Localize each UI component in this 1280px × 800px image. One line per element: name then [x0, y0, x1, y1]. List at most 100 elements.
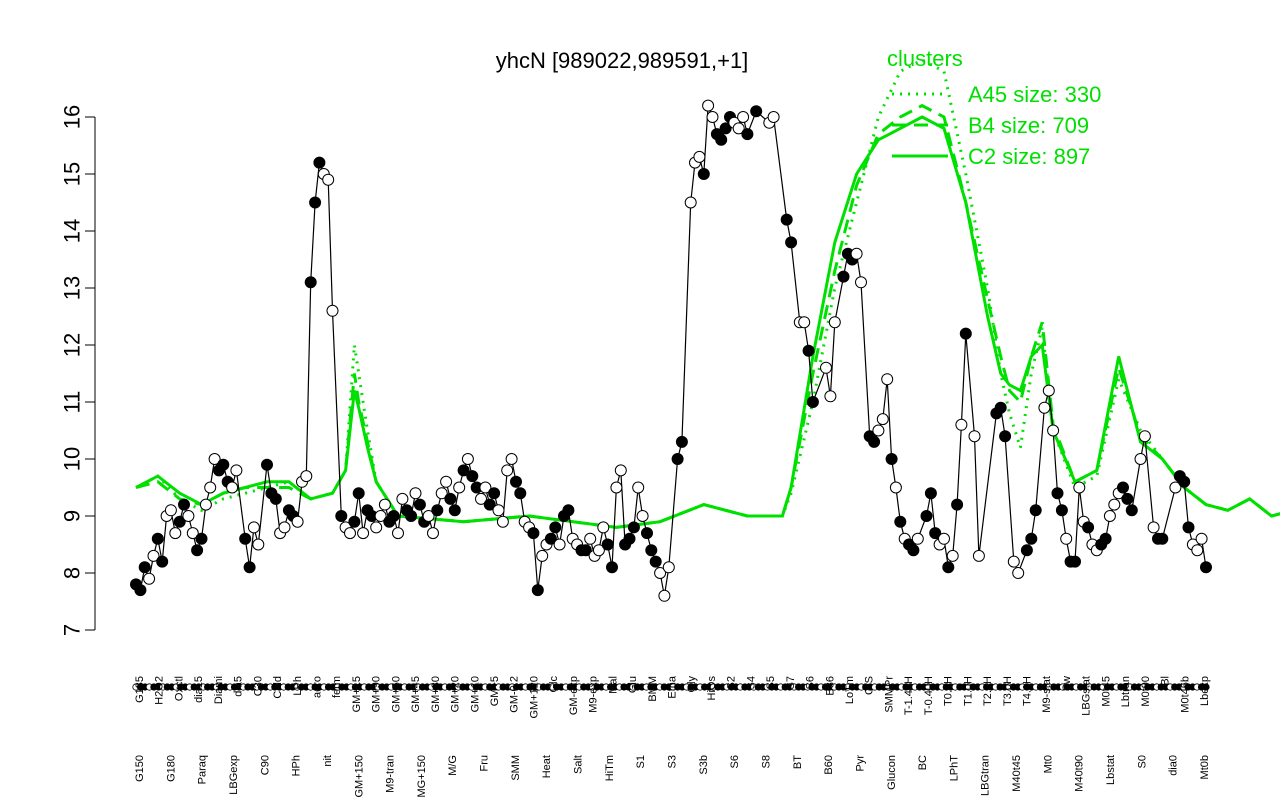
data-point: [252, 538, 265, 551]
x-tick-label: S6: [729, 755, 741, 768]
data-point: [156, 555, 169, 568]
data-point: [658, 589, 671, 602]
data-point: [466, 470, 479, 483]
x-tick-label: S1: [635, 755, 647, 768]
x-tick-label: dia5: [233, 676, 245, 697]
data-point: [715, 133, 728, 146]
data-series: [130, 99, 1212, 602]
x-tick-label: dia0: [1168, 755, 1180, 776]
data-point: [1134, 453, 1147, 465]
data-point: [1178, 475, 1191, 488]
data-point: [627, 521, 640, 534]
x-tick-label: M9-stat: [1041, 676, 1053, 713]
data-point: [675, 435, 688, 448]
data-point: [440, 475, 453, 488]
x-tick-label: HiTm: [604, 755, 616, 781]
cluster-line-3: [135, 115, 1280, 529]
data-point: [1025, 532, 1038, 545]
data-point: [929, 527, 942, 540]
data-point: [719, 122, 732, 135]
data-point: [1182, 521, 1195, 534]
x-tick-label: T-0.40H: [923, 676, 935, 715]
data-point: [479, 481, 492, 494]
data-point: [1073, 481, 1086, 494]
x-tick-label: SMMPr: [883, 676, 895, 713]
data-point: [645, 544, 658, 557]
x-tick-label: S2: [726, 676, 738, 689]
data-point: [924, 487, 937, 500]
data-point: [405, 510, 418, 522]
x-tick-label: M9-tran: [385, 755, 397, 793]
y-axis: 7 8 9 10 11 12 13 14 15 16: [60, 105, 96, 636]
data-point: [291, 515, 304, 528]
legend: clusters A45 size: 330 B4 size: 709 C2 siz…: [887, 46, 1101, 169]
y-tick-label: 9: [60, 510, 85, 522]
data-point: [191, 544, 204, 557]
x-tick-label: LoTm: [844, 676, 856, 704]
data-point: [968, 430, 981, 443]
x-tick-label: GM+150: [353, 755, 365, 798]
x-tick-label: dia15: [193, 676, 205, 703]
legend-label: C2 size: 897: [968, 144, 1090, 169]
data-point: [374, 510, 387, 522]
x-tick-label: G180: [165, 755, 177, 782]
x-tick-label: LPh: [292, 676, 304, 696]
data-point: [1055, 504, 1068, 517]
x-tick-label: M0t45: [1100, 676, 1112, 707]
data-point: [999, 430, 1012, 443]
x-tick-label: Mt0: [1042, 755, 1054, 773]
x-tick-label: M40t90: [1074, 755, 1086, 792]
data-point: [134, 584, 147, 597]
data-point: [872, 424, 885, 437]
data-point: [1082, 521, 1095, 534]
data-point: [820, 361, 832, 374]
data-point: [1200, 561, 1212, 574]
data-point: [584, 532, 597, 545]
data-point: [824, 390, 837, 403]
data-point: [1007, 555, 1020, 568]
x-tick-label: Mal: [607, 676, 619, 694]
x-tick-label: Glc: [548, 676, 560, 693]
data-point: [313, 156, 326, 169]
data-point: [654, 567, 667, 579]
x-tick-label: T0.0H: [943, 676, 955, 706]
x-tick-label: S7: [785, 676, 797, 689]
x-tick-label: M0t45b: [1179, 676, 1191, 713]
data-point: [230, 464, 243, 477]
data-point: [396, 492, 409, 505]
x-tick-label: G150: [134, 755, 146, 782]
data-point: [1156, 532, 1169, 545]
data-point: [951, 498, 964, 511]
data-point: [798, 316, 811, 329]
data-point: [959, 327, 972, 340]
data-point: [186, 527, 199, 540]
x-tick-label: B60: [823, 755, 835, 775]
data-point: [309, 196, 322, 209]
y-tick-label: 10: [60, 447, 85, 471]
data-point: [304, 276, 317, 289]
data-point: [579, 544, 592, 557]
y-tick-label: 16: [60, 105, 85, 129]
x-tick-label: T-1.40H: [903, 676, 915, 715]
x-tick-label: G135: [134, 676, 146, 703]
data-point: [881, 373, 894, 386]
y-tick-label: 11: [60, 391, 85, 414]
data-point: [1069, 555, 1081, 568]
data-point: [767, 111, 780, 123]
data-point: [1060, 532, 1073, 545]
y-tick-label: 8: [60, 567, 85, 579]
data-point: [173, 515, 186, 528]
data-point: [732, 122, 745, 135]
x-tick-label: C90: [259, 755, 271, 775]
data-point: [247, 521, 260, 534]
x-tick-label: T2.0H: [982, 676, 994, 706]
data-point: [994, 401, 1007, 414]
data-point: [780, 213, 793, 226]
data-point: [610, 481, 623, 494]
data-point: [261, 458, 273, 471]
data-point: [278, 521, 291, 534]
x-tick-label: ferm: [331, 676, 343, 698]
x-tick-label: MG+150: [416, 755, 428, 798]
x-tick-label: Paraq: [197, 755, 209, 784]
x-tick-label: GM+20: [450, 676, 462, 712]
